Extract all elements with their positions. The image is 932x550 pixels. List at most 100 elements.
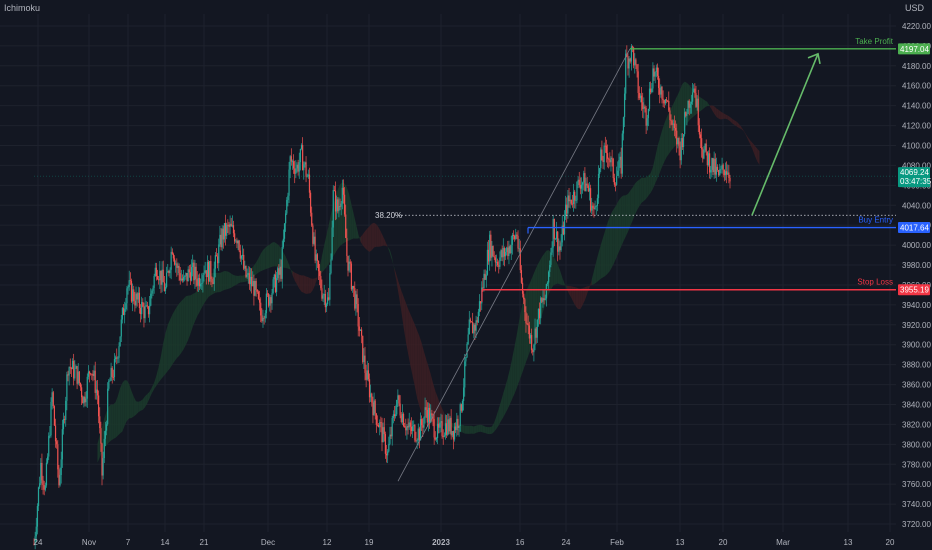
candle-body[interactable] bbox=[715, 166, 717, 175]
candle-body[interactable] bbox=[443, 435, 445, 437]
candle-body[interactable] bbox=[444, 423, 447, 436]
candle-body[interactable] bbox=[534, 328, 536, 345]
candle-body[interactable] bbox=[408, 422, 410, 428]
candle-body[interactable] bbox=[317, 260, 320, 272]
candle-body[interactable] bbox=[100, 428, 102, 444]
candle-body[interactable] bbox=[452, 431, 455, 440]
candle-body[interactable] bbox=[156, 275, 159, 280]
candle-body[interactable] bbox=[76, 366, 78, 384]
candle-body[interactable] bbox=[706, 151, 708, 166]
candle-body[interactable] bbox=[175, 263, 177, 265]
candle-body[interactable] bbox=[217, 256, 219, 264]
candle-body[interactable] bbox=[472, 321, 474, 334]
candle-body[interactable] bbox=[509, 246, 511, 254]
candle-body[interactable] bbox=[289, 156, 291, 170]
candle-body[interactable] bbox=[322, 295, 324, 299]
candle-body[interactable] bbox=[432, 415, 434, 420]
candle-body[interactable] bbox=[508, 246, 510, 257]
candle-body[interactable] bbox=[244, 266, 246, 269]
candle-body[interactable] bbox=[622, 117, 625, 134]
candle-body[interactable] bbox=[645, 107, 647, 126]
candle-body[interactable] bbox=[469, 319, 472, 322]
candle-body[interactable] bbox=[279, 266, 281, 275]
candle-body[interactable] bbox=[132, 289, 134, 302]
candle-body[interactable] bbox=[677, 138, 679, 145]
candle-body[interactable] bbox=[712, 158, 714, 173]
candle-body[interactable] bbox=[441, 421, 443, 437]
candle-body[interactable] bbox=[280, 266, 282, 279]
candle-body[interactable] bbox=[458, 426, 460, 428]
candle-body[interactable] bbox=[558, 246, 560, 252]
candle-body[interactable] bbox=[455, 426, 457, 430]
candle-body[interactable] bbox=[366, 370, 368, 380]
candle-body[interactable] bbox=[707, 153, 710, 166]
candle-body[interactable] bbox=[294, 168, 296, 174]
candle-body[interactable] bbox=[419, 419, 422, 441]
candle-body[interactable] bbox=[561, 225, 563, 243]
candle-body[interactable] bbox=[164, 287, 167, 291]
candle-body[interactable] bbox=[160, 270, 162, 285]
candle-body[interactable] bbox=[389, 434, 391, 444]
candle-body[interactable] bbox=[133, 289, 135, 302]
candle-body[interactable] bbox=[364, 355, 366, 373]
candle-body[interactable] bbox=[184, 275, 186, 277]
candle-body[interactable] bbox=[183, 276, 185, 281]
candle-body[interactable] bbox=[337, 199, 339, 212]
candle-body[interactable] bbox=[95, 389, 97, 393]
candle-body[interactable] bbox=[476, 320, 478, 323]
candle-body[interactable] bbox=[239, 250, 241, 259]
candle-body[interactable] bbox=[521, 282, 524, 294]
candle-body[interactable] bbox=[693, 88, 695, 93]
candle-body[interactable] bbox=[257, 291, 260, 299]
candle-body[interactable] bbox=[111, 367, 113, 378]
candle-body[interactable] bbox=[71, 360, 74, 370]
candle-body[interactable] bbox=[519, 248, 521, 271]
candle-body[interactable] bbox=[705, 143, 707, 152]
candle-body[interactable] bbox=[704, 143, 706, 151]
candle-body[interactable] bbox=[169, 269, 171, 274]
candle-body[interactable] bbox=[85, 398, 87, 403]
candle-body[interactable] bbox=[562, 225, 564, 235]
candle-body[interactable] bbox=[710, 169, 712, 173]
candle-body[interactable] bbox=[400, 415, 402, 422]
candle-body[interactable] bbox=[623, 93, 626, 118]
candle-body[interactable] bbox=[345, 214, 347, 238]
candle-body[interactable] bbox=[367, 370, 369, 380]
candle-body[interactable] bbox=[220, 234, 222, 248]
candle-body[interactable] bbox=[438, 423, 440, 428]
candle-body[interactable] bbox=[107, 388, 109, 425]
candle-body[interactable] bbox=[235, 240, 237, 242]
candle-body[interactable] bbox=[213, 268, 215, 284]
candle-body[interactable] bbox=[689, 103, 691, 108]
candle-body[interactable] bbox=[528, 325, 530, 339]
candle-body[interactable] bbox=[580, 184, 583, 189]
candle-body[interactable] bbox=[406, 426, 408, 431]
candle-body[interactable] bbox=[696, 98, 698, 107]
candle-body[interactable] bbox=[507, 247, 509, 257]
candle-body[interactable] bbox=[158, 279, 160, 281]
candle-body[interactable] bbox=[490, 234, 492, 258]
candle-body[interactable] bbox=[253, 280, 255, 296]
candle-body[interactable] bbox=[104, 430, 107, 439]
candle-body[interactable] bbox=[33, 543, 35, 545]
candle-body[interactable] bbox=[591, 205, 593, 211]
candle-body[interactable] bbox=[263, 317, 265, 319]
candle-body[interactable] bbox=[426, 409, 428, 423]
candle-body[interactable] bbox=[292, 161, 295, 169]
candle-body[interactable] bbox=[77, 371, 79, 384]
candle-body[interactable] bbox=[485, 274, 487, 280]
candle-body[interactable] bbox=[222, 228, 224, 240]
candle-body[interactable] bbox=[684, 112, 686, 135]
candle-body[interactable] bbox=[236, 240, 238, 244]
candle-body[interactable] bbox=[218, 244, 220, 264]
candle-body[interactable] bbox=[287, 195, 289, 201]
candle-body[interactable] bbox=[586, 183, 588, 186]
candle-body[interactable] bbox=[198, 277, 201, 287]
candle-body[interactable] bbox=[341, 187, 343, 204]
candle-body[interactable] bbox=[155, 267, 158, 276]
candle-body[interactable] bbox=[461, 400, 464, 411]
candle-body[interactable] bbox=[414, 425, 416, 441]
candle-body[interactable] bbox=[101, 443, 103, 476]
candle-body[interactable] bbox=[228, 224, 230, 227]
candle-body[interactable] bbox=[429, 407, 431, 423]
